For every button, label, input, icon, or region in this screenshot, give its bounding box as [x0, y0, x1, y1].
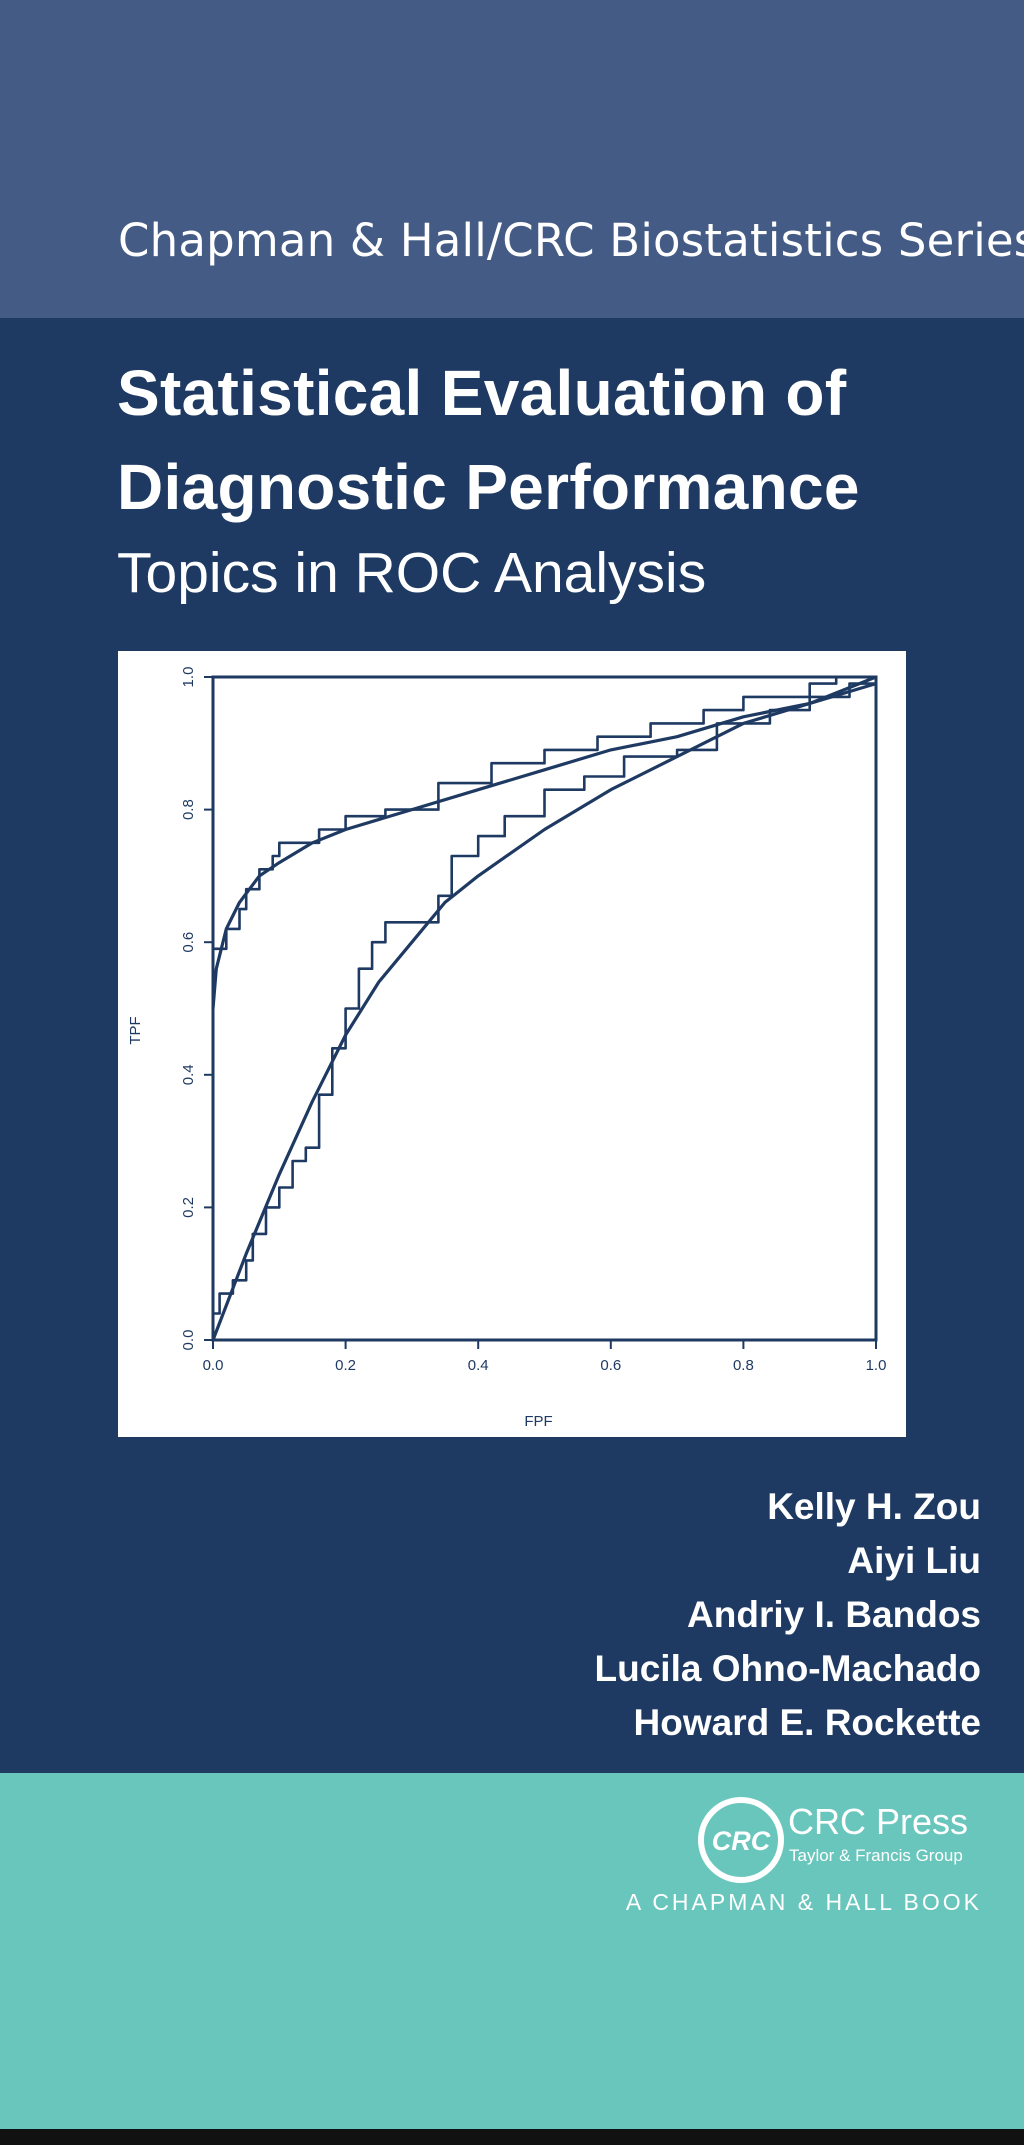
series-title: Chapman & Hall/CRC Biostatistics Series [118, 214, 1024, 267]
y-tick-label: 0.0 [180, 1330, 197, 1351]
crc-logo-text: CRC [712, 1826, 771, 1856]
book-title-line-2: Diagnostic Performance [117, 451, 860, 523]
publisher-name: CRC Press [788, 1801, 969, 1842]
y-tick-label: 1.0 [180, 667, 197, 688]
author-name: Kelly H. Zou [767, 1486, 981, 1527]
x-tick-label: 0.6 [600, 1357, 621, 1374]
author-list: Kelly H. Zou Aiyi Liu Andriy I. Bandos L… [595, 1480, 981, 1750]
roc-empirical-curve [211, 682, 876, 1340]
roc-smooth-curve [211, 675, 877, 1009]
x-tick-label: 0.4 [468, 1357, 489, 1374]
x-axis-title: FPF [524, 1413, 552, 1430]
y-axis-title: TPF [127, 1016, 144, 1044]
roc-figure: 0.0 0.2 0.4 0.6 0.8 1.0 0.0 0.2 0.4 0.6 0.8 1.0 FPF T… [118, 651, 906, 1437]
y-tick-label: 0.2 [180, 1197, 197, 1218]
crc-press-logo: CRC [698, 1797, 784, 1883]
bottom-edge [0, 2129, 1024, 2145]
book-subtitle: Topics in ROC Analysis [117, 541, 707, 605]
series-band: Chapman & Hall/CRC Biostatistics Series [0, 0, 1024, 318]
y-tick-label: 0.8 [180, 799, 197, 820]
roc-smooth-curve [211, 682, 877, 1341]
roc-chart: 0.0 0.2 0.4 0.6 0.8 1.0 0.0 0.2 0.4 0.6 0.8 1.0 FPF T… [127, 667, 887, 1430]
y-tick-label: 0.4 [180, 1064, 197, 1085]
x-tick-label: 0.2 [335, 1357, 356, 1374]
roc-empirical-curve [211, 675, 876, 1340]
x-tick-label: 0.0 [203, 1357, 224, 1374]
plot-frame [211, 675, 878, 1342]
author-name: Howard E. Rockette [633, 1702, 981, 1743]
author-name: Lucila Ohno-Machado [594, 1648, 981, 1689]
x-tick-label: 1.0 [866, 1357, 887, 1374]
y-tick-label: 0.6 [180, 932, 197, 953]
author-name: Andriy I. Bandos [687, 1594, 981, 1635]
author-name: Aiyi Liu [847, 1540, 981, 1581]
crc-logo-ring [698, 1797, 784, 1883]
x-tick-label: 0.8 [733, 1357, 754, 1374]
publisher-band [0, 1773, 1024, 2129]
book-title-line-1: Statistical Evaluation of [117, 357, 847, 429]
publisher-group: Taylor & Francis Group [789, 1846, 963, 1865]
publisher-imprint: A CHAPMAN & HALL BOOK [625, 1889, 982, 1915]
